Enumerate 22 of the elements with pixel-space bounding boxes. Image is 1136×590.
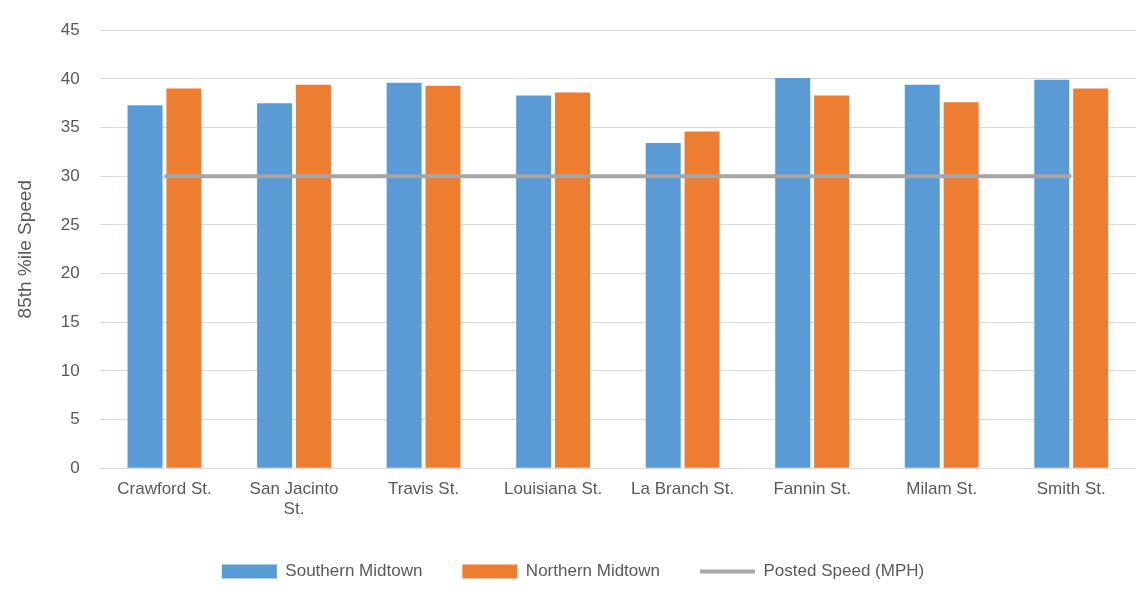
x-tick-label: Louisiana St. [503,479,603,499]
y-tick-label: 10 [60,360,80,380]
y-axis-title: 85th %ile Speed [13,180,35,319]
y-tick-label: 15 [60,311,80,331]
x-tick-label: Fannin St. [773,479,851,499]
y-tick-label: 30 [60,165,80,185]
x-tick-label: Smith St. [1036,479,1106,499]
x-tick-label: Crawford St. [117,479,212,499]
y-tick-label: 25 [60,214,80,234]
x-tick-label: La Branch St. [631,479,735,499]
legend-label: Northern Midtown [525,561,661,581]
legend-label: Southern Midtown [285,561,423,581]
legend-label: Posted Speed (MPH) [763,561,925,581]
x-tick-label: Milam St. [906,479,978,499]
y-tick-label: 35 [60,117,80,137]
y-tick-label: 0 [70,457,80,477]
x-tick-label: Travis St. [387,479,460,499]
y-tick-label: 40 [60,68,80,88]
x-tick-label: San Jacinto St. [249,479,339,519]
y-tick-label: 20 [60,263,80,283]
y-tick-label: 5 [70,409,80,429]
y-tick-label: 45 [60,19,80,39]
